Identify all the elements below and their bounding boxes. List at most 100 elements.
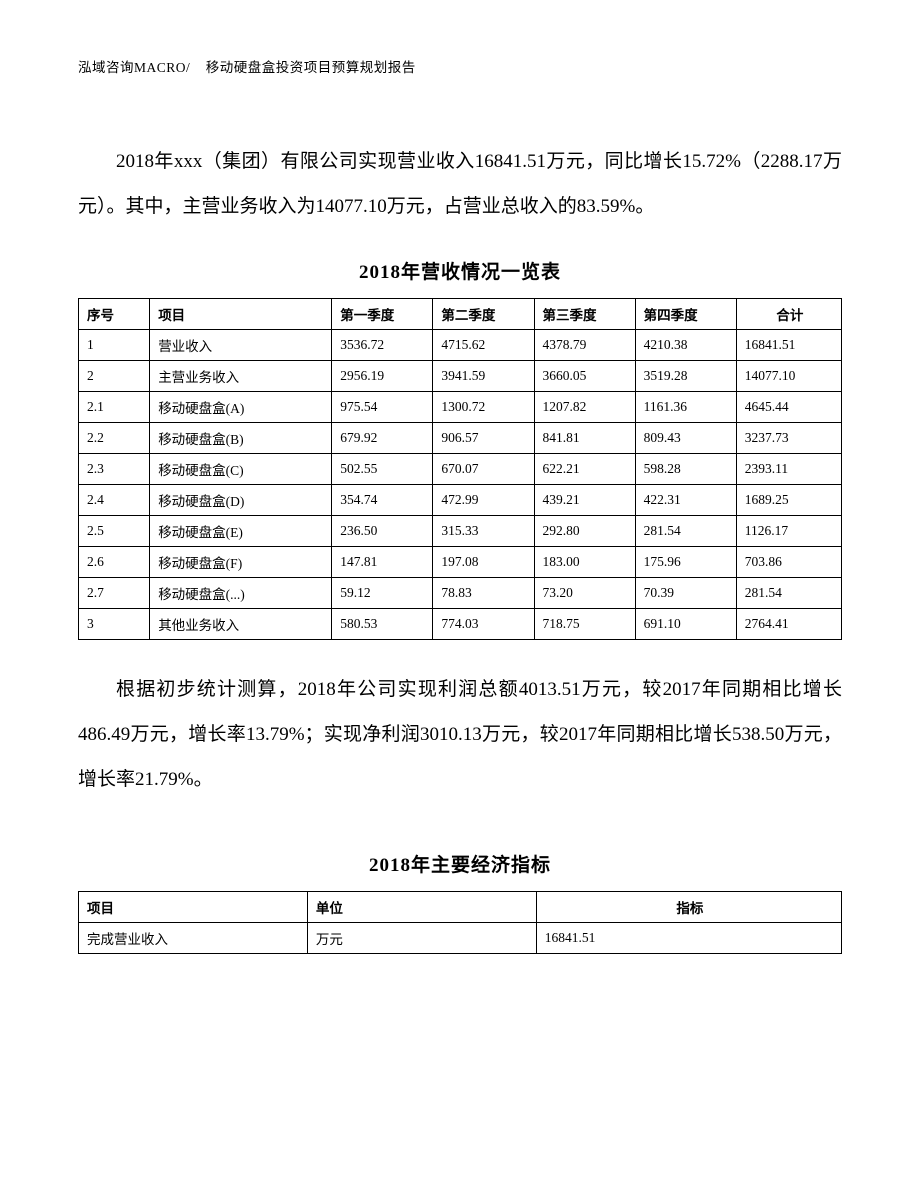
table-cell: 183.00 (534, 547, 635, 578)
table-cell: 598.28 (635, 454, 736, 485)
header-left: 泓域咨询MACRO/ (78, 60, 190, 75)
table-cell: 292.80 (534, 516, 635, 547)
table-cell: 73.20 (534, 578, 635, 609)
table-cell: 4715.62 (433, 330, 534, 361)
table-cell: 2.6 (79, 547, 150, 578)
table-cell: 2764.41 (736, 609, 841, 640)
table1-title: 2018年营收情况一览表 (78, 257, 842, 284)
table2-title: 2018年主要经济指标 (78, 850, 842, 877)
paragraph-1: 2018年xxx（集团）有限公司实现营业收入16841.51万元，同比增长15.… (78, 140, 842, 229)
table-row: 2.2移动硬盘盒(B)679.92906.57841.81809.433237.… (79, 423, 842, 454)
col-item: 项目 (150, 299, 332, 330)
table-cell: 1689.25 (736, 485, 841, 516)
table-cell: 679.92 (332, 423, 433, 454)
table-cell: 移动硬盘盒(D) (150, 485, 332, 516)
table-row: 3其他业务收入580.53774.03718.75691.102764.41 (79, 609, 842, 640)
table-cell: 3941.59 (433, 361, 534, 392)
table-cell: 236.50 (332, 516, 433, 547)
table-cell: 万元 (307, 923, 536, 954)
table-cell: 移动硬盘盒(F) (150, 547, 332, 578)
table-cell: 315.33 (433, 516, 534, 547)
table-cell: 281.54 (736, 578, 841, 609)
table-header-row: 序号 项目 第一季度 第二季度 第三季度 第四季度 合计 (79, 299, 842, 330)
table-cell: 78.83 (433, 578, 534, 609)
paragraph-2: 根据初步统计测算，2018年公司实现利润总额4013.51万元，较2017年同期… (78, 668, 842, 802)
table-cell: 841.81 (534, 423, 635, 454)
table-cell: 移动硬盘盒(A) (150, 392, 332, 423)
col-q3: 第三季度 (534, 299, 635, 330)
table-cell: 809.43 (635, 423, 736, 454)
table-row: 2.7移动硬盘盒(...)59.1278.8373.2070.39281.54 (79, 578, 842, 609)
table-cell: 422.31 (635, 485, 736, 516)
table-cell: 2.1 (79, 392, 150, 423)
col-unit: 单位 (307, 892, 536, 923)
table-row: 完成营业收入万元16841.51 (79, 923, 842, 954)
revenue-table-body: 1营业收入3536.724715.624378.794210.3816841.5… (79, 330, 842, 640)
table-cell: 2.3 (79, 454, 150, 485)
table-cell: 718.75 (534, 609, 635, 640)
indicator-table-body: 完成营业收入万元16841.51 (79, 923, 842, 954)
page-header: 泓域咨询MACRO/ 移动硬盘盒投资项目预算规划报告 (78, 56, 842, 76)
header-sep (190, 60, 206, 75)
table-cell: 完成营业收入 (79, 923, 308, 954)
col-seq: 序号 (79, 299, 150, 330)
col-q1: 第一季度 (332, 299, 433, 330)
table-cell: 2.4 (79, 485, 150, 516)
table-row: 2主营业务收入2956.193941.593660.053519.2814077… (79, 361, 842, 392)
page: 泓域咨询MACRO/ 移动硬盘盒投资项目预算规划报告 2018年xxx（集团）有… (0, 0, 920, 1191)
table-cell: 4378.79 (534, 330, 635, 361)
table-cell: 691.10 (635, 609, 736, 640)
table-cell: 1161.36 (635, 392, 736, 423)
table-cell: 2.5 (79, 516, 150, 547)
col-q2: 第二季度 (433, 299, 534, 330)
table-row: 2.6移动硬盘盒(F)147.81197.08183.00175.96703.8… (79, 547, 842, 578)
table-cell: 147.81 (332, 547, 433, 578)
table-cell: 59.12 (332, 578, 433, 609)
table-cell: 2393.11 (736, 454, 841, 485)
table-cell: 354.74 (332, 485, 433, 516)
table-cell: 975.54 (332, 392, 433, 423)
table-cell: 472.99 (433, 485, 534, 516)
table-row: 2.5移动硬盘盒(E)236.50315.33292.80281.541126.… (79, 516, 842, 547)
table-cell: 移动硬盘盒(C) (150, 454, 332, 485)
table-cell: 3237.73 (736, 423, 841, 454)
table-cell: 774.03 (433, 609, 534, 640)
table-cell: 670.07 (433, 454, 534, 485)
table-cell: 906.57 (433, 423, 534, 454)
table-header-row: 项目 单位 指标 (79, 892, 842, 923)
table-cell: 439.21 (534, 485, 635, 516)
table-cell: 2956.19 (332, 361, 433, 392)
table-cell: 主营业务收入 (150, 361, 332, 392)
table-cell: 1 (79, 330, 150, 361)
table-cell: 502.55 (332, 454, 433, 485)
table-cell: 580.53 (332, 609, 433, 640)
table-cell: 移动硬盘盒(...) (150, 578, 332, 609)
col-q4: 第四季度 (635, 299, 736, 330)
table-cell: 2 (79, 361, 150, 392)
table-cell: 16841.51 (736, 330, 841, 361)
indicator-table: 项目 单位 指标 完成营业收入万元16841.51 (78, 891, 842, 954)
revenue-table: 序号 项目 第一季度 第二季度 第三季度 第四季度 合计 1营业收入3536.7… (78, 298, 842, 640)
table-cell: 197.08 (433, 547, 534, 578)
table-cell: 622.21 (534, 454, 635, 485)
table-cell: 175.96 (635, 547, 736, 578)
table-row: 2.1移动硬盘盒(A)975.541300.721207.821161.3646… (79, 392, 842, 423)
table-cell: 703.86 (736, 547, 841, 578)
col-total: 合计 (736, 299, 841, 330)
table-cell: 移动硬盘盒(B) (150, 423, 332, 454)
table-cell: 281.54 (635, 516, 736, 547)
table-cell: 1207.82 (534, 392, 635, 423)
table-cell: 4645.44 (736, 392, 841, 423)
table-cell: 70.39 (635, 578, 736, 609)
table-cell: 其他业务收入 (150, 609, 332, 640)
table-cell: 4210.38 (635, 330, 736, 361)
table-cell: 营业收入 (150, 330, 332, 361)
table-cell: 3 (79, 609, 150, 640)
table-cell: 3660.05 (534, 361, 635, 392)
table-row: 2.4移动硬盘盒(D)354.74472.99439.21422.311689.… (79, 485, 842, 516)
table-cell: 2.7 (79, 578, 150, 609)
table-cell: 移动硬盘盒(E) (150, 516, 332, 547)
header-right: 移动硬盘盒投资项目预算规划报告 (206, 60, 416, 75)
table-cell: 14077.10 (736, 361, 841, 392)
table-cell: 1300.72 (433, 392, 534, 423)
